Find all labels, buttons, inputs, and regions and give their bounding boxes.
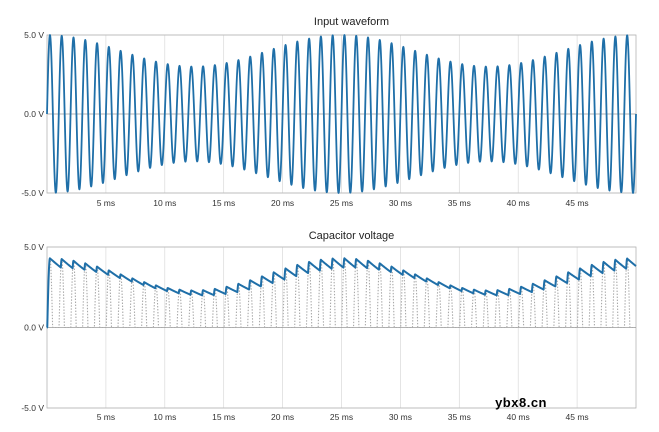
x-tick-label: 20 ms [271, 412, 294, 422]
series-line-capacitor-voltage [46, 257, 637, 329]
x-tick-label: 35 ms [448, 412, 471, 422]
x-tick-label: 5 ms [97, 198, 115, 208]
x-tick-label: 10 ms [153, 198, 176, 208]
x-tick-label: 40 ms [507, 198, 530, 208]
x-tick-label: 10 ms [153, 412, 176, 422]
x-tick-label: 35 ms [448, 198, 471, 208]
y-tick-label: -5.0 V [21, 188, 44, 198]
series-line-rectified-input [46, 257, 636, 329]
y-tick-label: -5.0 V [21, 403, 44, 413]
chart-title: Input waveform [314, 16, 389, 28]
y-tick-label: 0.0 V [24, 323, 44, 333]
x-tick-label: 30 ms [389, 412, 412, 422]
x-tick-label: 15 ms [212, 198, 235, 208]
series-line-input-voltage [46, 34, 637, 194]
x-tick-label: 25 ms [330, 198, 353, 208]
x-tick-label: 5 ms [97, 412, 115, 422]
y-tick-label: 5.0 V [24, 30, 44, 40]
x-tick-label: 30 ms [389, 198, 412, 208]
capacitor-voltage-chart: Capacitor voltage 5 ms 10 ms 15 ms 20 ms 25 m… [21, 230, 637, 422]
x-tick-label: 25 ms [330, 412, 353, 422]
x-tick-label: 20 ms [271, 198, 294, 208]
watermark: ybx8.cn [495, 395, 547, 410]
y-tick-label: 5.0 V [24, 242, 44, 252]
y-tick-label: 0.0 V [24, 109, 44, 119]
x-tick-label: 15 ms [212, 412, 235, 422]
input-waveform-chart: Input waveform 5 ms 10 ms 15 ms 20 ms 25 ms 30… [21, 16, 637, 208]
x-tick-label: 45 ms [566, 198, 589, 208]
x-tick-label: 40 ms [507, 412, 530, 422]
chart-title: Capacitor voltage [309, 230, 395, 242]
x-tick-label: 45 ms [566, 412, 589, 422]
